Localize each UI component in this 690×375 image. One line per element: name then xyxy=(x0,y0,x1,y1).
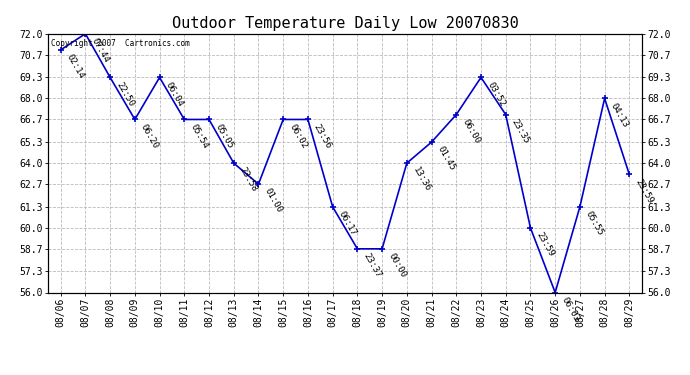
Text: 23:59: 23:59 xyxy=(633,177,655,205)
Text: 06:04: 06:04 xyxy=(164,80,185,108)
Text: 05:55: 05:55 xyxy=(584,210,605,237)
Text: 00:00: 00:00 xyxy=(386,252,408,279)
Text: 06:00: 06:00 xyxy=(460,117,482,145)
Text: 06:03: 06:03 xyxy=(560,295,580,323)
Text: 23:58: 23:58 xyxy=(238,166,259,194)
Text: 23:37: 23:37 xyxy=(362,252,383,279)
Text: 01:45: 01:45 xyxy=(435,145,457,172)
Title: Outdoor Temperature Daily Low 20070830: Outdoor Temperature Daily Low 20070830 xyxy=(172,16,518,31)
Text: 23:59: 23:59 xyxy=(535,231,556,258)
Text: Copyright 2007  Cartronics.com: Copyright 2007 Cartronics.com xyxy=(51,39,190,48)
Text: 03:52: 03:52 xyxy=(485,80,506,108)
Text: 23:35: 23:35 xyxy=(510,117,531,145)
Text: 05:05: 05:05 xyxy=(213,122,235,150)
Text: 13:36: 13:36 xyxy=(411,166,432,194)
Text: 04:13: 04:13 xyxy=(609,101,630,129)
Text: 06:02: 06:02 xyxy=(287,122,308,150)
Text: 23:56: 23:56 xyxy=(312,122,333,150)
Text: 05:54: 05:54 xyxy=(188,122,210,150)
Text: 06:20: 06:20 xyxy=(139,122,160,150)
Text: 01:00: 01:00 xyxy=(263,187,284,215)
Text: 07:44: 07:44 xyxy=(90,36,111,64)
Text: 06:17: 06:17 xyxy=(337,210,358,237)
Text: 22:50: 22:50 xyxy=(115,80,135,108)
Text: 02:14: 02:14 xyxy=(65,53,86,81)
